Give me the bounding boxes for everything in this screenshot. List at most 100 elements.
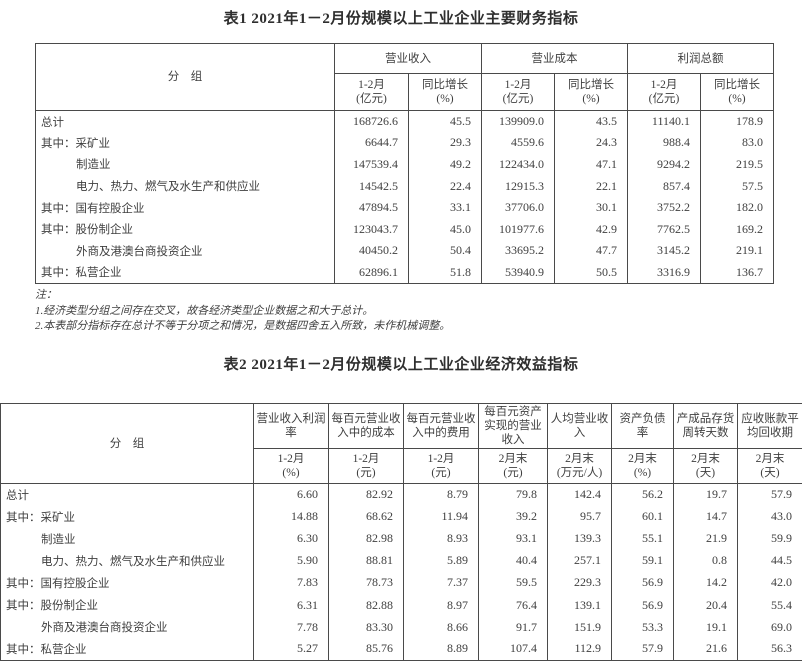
table2-title: 表2 2021年1－2月份规模以上工业企业经济效益指标: [223, 357, 579, 373]
cell-value: 6.60: [253, 483, 329, 506]
cell-value: 51.8: [408, 261, 482, 284]
cell-value: 50.5: [554, 261, 628, 284]
cell-value: 59.9: [737, 527, 802, 550]
cell-value: 50.4: [408, 240, 482, 262]
note-item-2: 2.本表部分指标存在总计不等于分项之和情况，是数据四舍五入所致，未作机械调整。: [35, 320, 451, 332]
row-label: 外商及港澳台商投资企业: [35, 240, 335, 262]
cell-value: 8.89: [403, 638, 479, 661]
table1-subheader: 同比增长 (%): [700, 73, 774, 111]
row-label: 其中：国有控股企业: [35, 196, 335, 219]
table-row: 其中：采矿业 6644.7 29.3 4559.6 24.3 988.4 83.0: [35, 132, 774, 154]
cell-value: 69.0: [737, 616, 802, 639]
table-row: 制造业 6.30 82.98 8.93 93.1 139.3 55.1 21.9 59.9: [0, 527, 802, 550]
cell-value: 49.2: [408, 153, 482, 176]
cell-value: 45.0: [408, 218, 482, 241]
cell-value: 107.4: [478, 638, 548, 661]
cell-value: 168726.6: [334, 110, 409, 133]
row-label: 其中：采矿业: [35, 132, 335, 154]
cell-value: 43.5: [554, 110, 628, 133]
table2-col-period: 1-2月 (%): [253, 448, 329, 484]
table1-body: 总计 168726.6 45.5 139909.0 43.5 11140.1 178.9 其中…: [35, 110, 774, 284]
cell-value: 55.1: [611, 527, 674, 550]
cell-value: 56.2: [611, 483, 674, 506]
table1-subheader: 同比增长 (%): [408, 73, 482, 111]
table1-title: 表1 2021年1－2月份规模以上工业企业主要财务指标: [223, 11, 579, 27]
cell-value: 6.30: [253, 527, 329, 550]
cell-value: 22.1: [554, 175, 628, 197]
cell-value: 14.88: [253, 505, 329, 528]
cell-value: 7.37: [403, 571, 479, 594]
table-row: 总计 6.60 82.92 8.79 79.8 142.4 56.2 19.7 57.9: [0, 483, 802, 506]
row-label: 外商及港澳台商投资企业: [0, 616, 254, 639]
table1-subheader: 1-2月 (亿元): [481, 73, 555, 111]
note-item-1: 1.经济类型分组之间存在交叉，故各经济类型企业数据之和大于总计。: [35, 304, 374, 317]
cell-value: 57.9: [611, 638, 674, 661]
cell-value: 68.62: [328, 505, 404, 528]
row-label: 其中：股份制企业: [0, 593, 254, 617]
table2-col-period: 2月末 (万元/人): [547, 448, 612, 484]
cell-value: 56.3: [737, 638, 802, 661]
cell-value: 112.9: [547, 638, 612, 661]
cell-value: 40450.2: [334, 240, 409, 262]
table2-col-name: 产成品存货周转天数: [673, 403, 738, 449]
cell-value: 83.30: [328, 616, 404, 639]
row-label: 电力、热力、燃气及水生产和供应业: [35, 175, 335, 197]
notes-label: 注：: [35, 289, 57, 301]
cell-value: 3316.9: [627, 261, 701, 284]
cell-value: 29.3: [408, 132, 482, 154]
cell-value: 7.83: [253, 571, 329, 594]
cell-value: 37706.0: [481, 196, 555, 219]
table2-col-name: 每百元营业收入中的费用: [403, 403, 479, 449]
cell-value: 857.4: [627, 175, 701, 197]
table1-colgroup-revenue: 营业收入: [334, 43, 482, 74]
cell-value: 178.9: [700, 110, 774, 133]
cell-value: 82.98: [328, 527, 404, 550]
cell-value: 123043.7: [334, 218, 409, 241]
table2-col-name: 每百元营业收入中的成本: [328, 403, 404, 449]
cell-value: 139.1: [547, 593, 612, 617]
cell-value: 142.4: [547, 483, 612, 506]
cell-value: 219.1: [700, 240, 774, 262]
cell-value: 988.4: [627, 132, 701, 154]
table1-colgroup-profit: 利润总额: [627, 43, 774, 74]
cell-value: 47.1: [554, 153, 628, 176]
cell-value: 33695.2: [481, 240, 555, 262]
cell-value: 45.5: [408, 110, 482, 133]
cell-value: 60.1: [611, 505, 674, 528]
cell-value: 5.89: [403, 549, 479, 572]
table2-col-period: 1-2月 (元): [328, 448, 404, 484]
cell-value: 11140.1: [627, 110, 701, 133]
cell-value: 5.90: [253, 549, 329, 572]
table-row: 总计 168726.6 45.5 139909.0 43.5 11140.1 178.9: [35, 110, 774, 133]
table-row: 其中：私营企业 5.27 85.76 8.89 107.4 112.9 57.9 21.6 56…: [0, 638, 802, 661]
cell-value: 139909.0: [481, 110, 555, 133]
table2: 分 组 营业收入利润率 每百元营业收入中的成本 每百元营业收入中的费用 每百元资…: [0, 403, 802, 661]
cell-value: 14542.5: [334, 175, 409, 197]
row-label: 制造业: [35, 153, 335, 176]
table-row: 制造业 147539.4 49.2 122434.0 47.1 9294.2 219.5: [35, 153, 774, 176]
cell-value: 182.0: [700, 196, 774, 219]
cell-value: 6.31: [253, 593, 329, 617]
table2-col-period: 2月末 (天): [737, 448, 802, 484]
row-label: 其中：私营企业: [35, 261, 335, 284]
cell-value: 6644.7: [334, 132, 409, 154]
cell-value: 21.9: [673, 527, 738, 550]
row-label: 制造业: [0, 527, 254, 550]
cell-value: 33.1: [408, 196, 482, 219]
table2-col-name: 每百元资产实现的营业收入: [478, 403, 548, 449]
cell-value: 139.3: [547, 527, 612, 550]
cell-value: 53.3: [611, 616, 674, 639]
cell-value: 55.4: [737, 593, 802, 617]
row-label: 电力、热力、燃气及水生产和供应业: [0, 549, 254, 572]
cell-value: 85.76: [328, 638, 404, 661]
row-label: 其中：国有控股企业: [0, 571, 254, 594]
cell-value: 95.7: [547, 505, 612, 528]
cell-value: 219.5: [700, 153, 774, 176]
cell-value: 151.9: [547, 616, 612, 639]
cell-value: 62896.1: [334, 261, 409, 284]
cell-value: 93.1: [478, 527, 548, 550]
cell-value: 101977.6: [481, 218, 555, 241]
cell-value: 39.2: [478, 505, 548, 528]
cell-value: 53940.9: [481, 261, 555, 284]
cell-value: 257.1: [547, 549, 612, 572]
